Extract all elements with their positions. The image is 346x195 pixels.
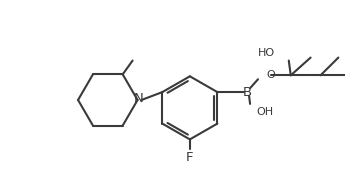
Text: B: B: [243, 86, 252, 99]
Text: OH: OH: [256, 107, 273, 117]
Text: N: N: [134, 92, 144, 105]
Text: O: O: [266, 70, 275, 80]
Text: F: F: [186, 151, 194, 164]
Text: HO: HO: [258, 48, 275, 58]
